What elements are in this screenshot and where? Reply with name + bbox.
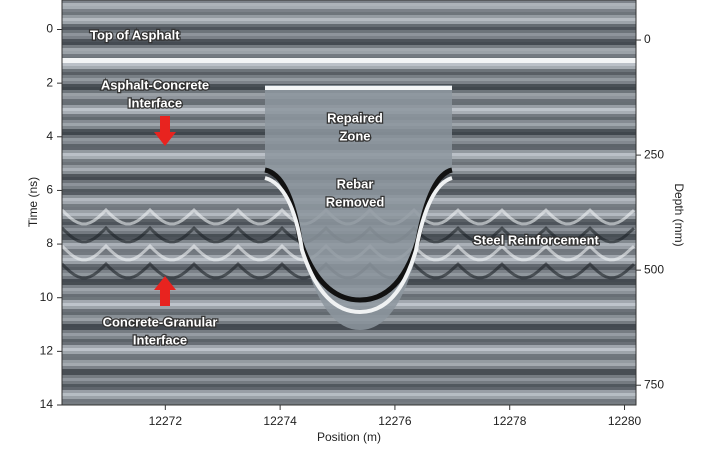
- image-row: [62, 384, 636, 387]
- annotation: Zone: [339, 128, 370, 143]
- image-row: [62, 15, 636, 18]
- image-row: [62, 45, 636, 48]
- image-row: [62, 75, 636, 78]
- y2-tick-label: 250: [644, 147, 664, 161]
- y2-axis-label: Depth (mm): [672, 183, 686, 246]
- x-tick-label: 12276: [378, 414, 412, 428]
- image-row: [62, 387, 636, 390]
- image-row: [62, 54, 636, 57]
- image-row: [62, 330, 636, 333]
- plot-frame: [61, 0, 637, 406]
- image-row: [62, 36, 636, 39]
- image-row: [62, 357, 636, 360]
- y-tick-label: 8: [46, 236, 53, 250]
- y-tick-label: 12: [40, 344, 54, 358]
- arrow-down: [154, 116, 176, 146]
- image-row: [62, 348, 636, 351]
- x-tick-label: 12272: [149, 414, 183, 428]
- image-row: [62, 6, 636, 9]
- y2-tick-label: 0: [644, 32, 651, 46]
- annotation: Top of Asphalt: [90, 27, 180, 42]
- image-row: [62, 42, 636, 45]
- image-row: [62, 378, 636, 381]
- image-row: [62, 354, 636, 357]
- y-tick-label: 14: [40, 397, 54, 411]
- y-tick-label: 10: [40, 290, 54, 304]
- image-row: [62, 3, 636, 6]
- image-row: [62, 369, 636, 372]
- x-tick-label: 12278: [493, 414, 527, 428]
- x-tick-label: 12280: [608, 414, 642, 428]
- image-row: [62, 345, 636, 348]
- image-row: [62, 63, 636, 66]
- image-row: [62, 21, 636, 24]
- image-row: [62, 402, 636, 405]
- image-row: [62, 12, 636, 15]
- annotation: Rebar: [337, 176, 374, 191]
- x-tick-label: 12274: [263, 414, 297, 428]
- image-row: [62, 9, 636, 12]
- image-row: [62, 351, 636, 354]
- asphalt-band: [62, 58, 636, 63]
- image-row: [62, 333, 636, 336]
- annotation: Repaired: [327, 110, 383, 125]
- image-row: [62, 339, 636, 342]
- image-row: [62, 399, 636, 402]
- image-row: [62, 66, 636, 69]
- image-row: [62, 360, 636, 363]
- annotation: Removed: [326, 194, 385, 209]
- image-row: [62, 48, 636, 51]
- image-row: [62, 381, 636, 384]
- image-row: [62, 51, 636, 54]
- image-row: [62, 78, 636, 81]
- y-tick-label: 4: [46, 129, 53, 143]
- image-row: [62, 18, 636, 21]
- image-row: [62, 24, 636, 27]
- image-row: [62, 81, 636, 84]
- y2-tick-label: 500: [644, 262, 664, 276]
- radargram-image: [62, 0, 636, 405]
- image-row: [62, 396, 636, 399]
- image-row: [62, 27, 636, 30]
- y2-tick-label: 750: [644, 377, 664, 391]
- image-row: [62, 72, 636, 75]
- image-row: [62, 0, 636, 3]
- image-row: [62, 375, 636, 378]
- image-row: [62, 69, 636, 72]
- image-row: [62, 327, 636, 330]
- x-axis-label: Position (m): [317, 430, 381, 444]
- y-tick-label: 2: [46, 75, 53, 89]
- image-row: [62, 336, 636, 339]
- image-row: [62, 390, 636, 393]
- y-tick-label: 6: [46, 183, 53, 197]
- annotation: Interface: [133, 332, 187, 347]
- y-tick-label: 0: [46, 22, 53, 36]
- repaired-edge-light: [264, 176, 453, 315]
- annotation: Asphalt-Concrete: [101, 77, 209, 92]
- image-row: [62, 393, 636, 396]
- image-row: [62, 363, 636, 366]
- annotation: Interface: [128, 95, 182, 110]
- image-row: [62, 30, 636, 33]
- arrow-up: [154, 276, 176, 306]
- annotation: Concrete-Granular: [103, 314, 218, 329]
- y-axis-label: Time (ns): [26, 177, 40, 227]
- image-row: [62, 39, 636, 42]
- image-row: [62, 372, 636, 375]
- image-row: [62, 366, 636, 369]
- image-row: [62, 33, 636, 36]
- image-row: [62, 342, 636, 345]
- annotation: Steel Reinforcement: [473, 232, 599, 247]
